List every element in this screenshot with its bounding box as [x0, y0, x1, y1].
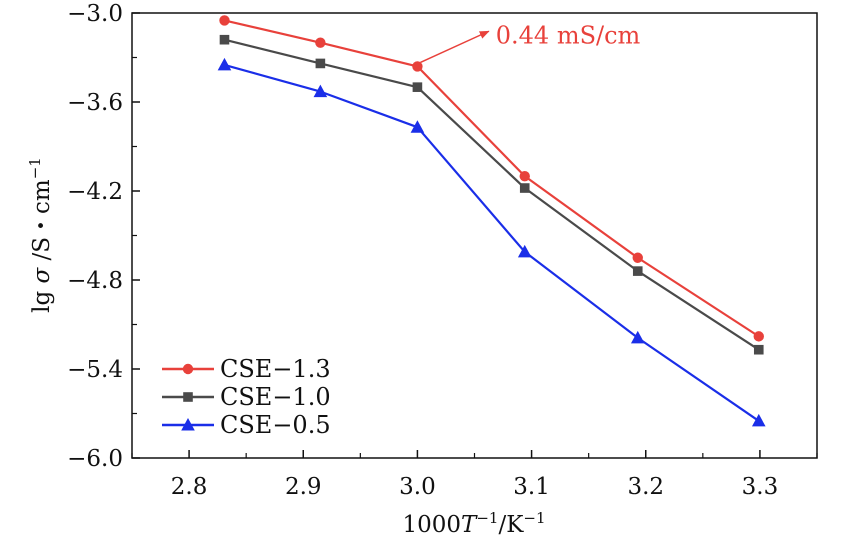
legend-item: CSE−1.3 — [162, 355, 331, 383]
legend-label: CSE−1.3 — [220, 355, 331, 383]
data-point — [632, 252, 643, 263]
data-point — [412, 61, 423, 72]
y-tick-label: −3.6 — [67, 90, 123, 116]
x-axis-label-unit: /K — [498, 512, 524, 538]
x-tick-label: 3.2 — [627, 474, 664, 500]
annotation-label: 0.44 mS/cm — [496, 21, 641, 49]
x-tick-label: 2.9 — [285, 474, 322, 500]
x-axis-label-unit-exponent: −1 — [523, 509, 545, 527]
x-axis-label: 1000T−1/K−1 — [402, 509, 545, 538]
y-tick-label: −4.8 — [67, 268, 123, 294]
y-tick-label: −3.0 — [67, 1, 123, 27]
series-line — [224, 19, 760, 338]
x-tick-label: 3.1 — [513, 474, 550, 500]
legend-label: CSE−0.5 — [220, 411, 331, 439]
series-line — [224, 63, 760, 422]
y-tick-label: −4.2 — [67, 179, 123, 205]
y-tick-label: −5.4 — [67, 357, 123, 383]
x-axis-label-exponent: −1 — [476, 509, 498, 527]
y-axis-label-exponent: −1 — [26, 157, 44, 179]
series-layer — [217, 15, 766, 427]
x-tick-label: 3.0 — [399, 474, 436, 500]
y-tick-label: −6.0 — [67, 446, 123, 472]
legend-marker — [181, 418, 195, 431]
x-axis-label-variable: T — [461, 512, 478, 538]
annotation-arrow — [420, 30, 490, 64]
data-point — [630, 330, 645, 344]
data-point — [751, 413, 766, 427]
y-axis-label-symbol: σ — [29, 266, 55, 283]
data-point — [315, 37, 326, 48]
data-point — [412, 82, 423, 92]
annotation-layer: 0.44 mS/cm — [420, 21, 641, 64]
data-point — [753, 331, 764, 342]
data-point — [753, 344, 764, 355]
y-axis-label: lg σ /S・cm−1 — [26, 157, 55, 313]
x-tick-label: 2.8 — [171, 474, 208, 500]
legend-item: CSE−1.0 — [162, 383, 331, 411]
series-CSE−1.3 — [219, 15, 764, 342]
data-point — [517, 244, 532, 258]
series-line — [224, 38, 760, 351]
axes: 2.8 2.9 3.0 3.1 3.2 3.3 −3.0 −3.6 −4.2 −4.8 −5.4 −6… — [67, 1, 818, 500]
x-axis-label-main: 1000 — [402, 512, 461, 538]
legend-marker — [183, 392, 193, 402]
x-tick-label: 3.3 — [742, 474, 779, 500]
data-point — [519, 170, 530, 182]
data-point — [313, 84, 328, 98]
series-CSE−1.0 — [219, 34, 764, 355]
y-axis-label-prefix: lg — [29, 283, 55, 312]
data-point — [315, 58, 326, 69]
data-point — [219, 15, 230, 26]
legend-label: CSE−1.0 — [220, 383, 331, 411]
legend-marker — [182, 363, 194, 375]
y-axis-label-unit: /S・cm — [29, 179, 55, 268]
data-point — [519, 183, 530, 193]
series-CSE−0.5 — [217, 57, 766, 427]
legend-item: CSE−0.5 — [162, 411, 331, 439]
data-point — [217, 57, 232, 71]
data-point — [219, 34, 230, 45]
data-point — [410, 120, 425, 133]
data-point — [632, 266, 643, 276]
